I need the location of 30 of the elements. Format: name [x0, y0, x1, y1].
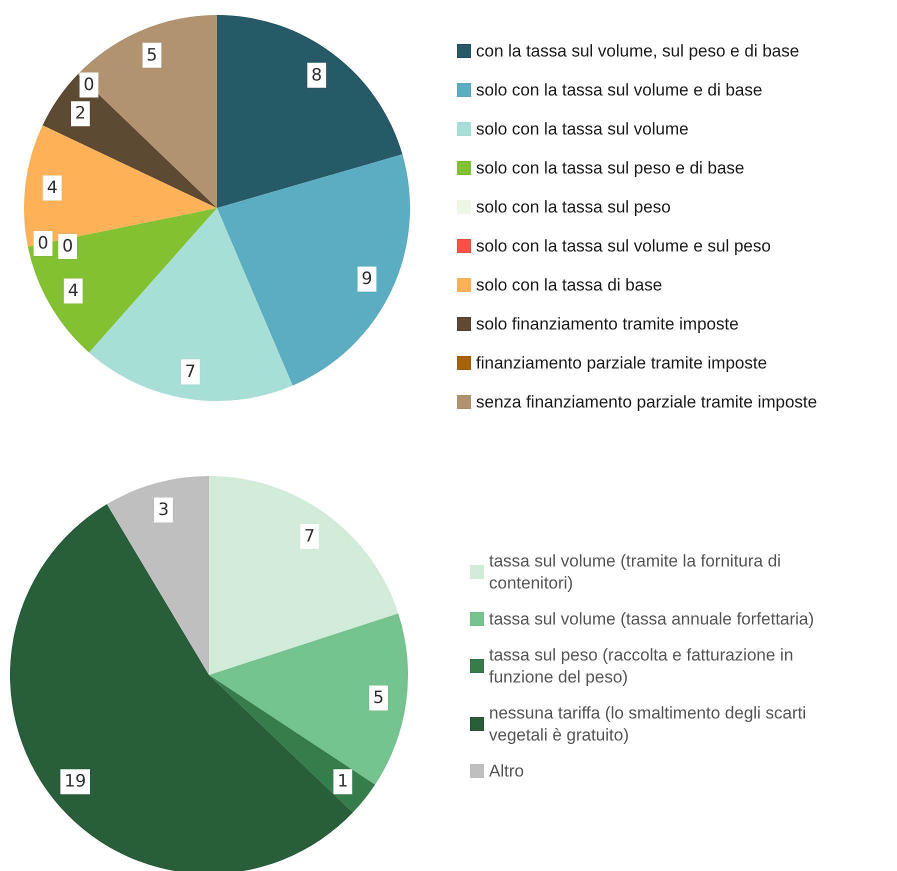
legend-label: tassa sul volume (tassa annuale forfettaria)	[489, 610, 814, 628]
legend-label: con la tassa sul volume, sul peso e di base	[476, 42, 800, 60]
legend-label: solo con la tassa sul peso e di base	[476, 158, 744, 178]
data-label: 3	[158, 500, 169, 520]
text: 0	[84, 75, 94, 95]
legend-label: senza finanziamento parziale tramite imposte	[476, 392, 818, 412]
legend-label: finanziamento parziale tramite imposte	[476, 354, 768, 372]
data-label: 19	[64, 772, 86, 792]
legend-label: solo con la tassa di base	[476, 276, 662, 294]
data-label: 1	[337, 772, 348, 792]
data-label: 4	[68, 280, 79, 301]
legend-label: solo con la tassa sul volume	[476, 120, 689, 138]
data-label: 9	[362, 269, 372, 290]
legend-label: tassa sul volume (tramite la fornitura di contenitori)	[489, 552, 786, 592]
text: 0	[62, 236, 74, 256]
data-label: 5	[373, 688, 384, 708]
data-label: 8	[311, 65, 322, 86]
data-label: 7	[184, 362, 196, 382]
legend-label: nessuna tariffa (lo smaltimento degli scarti vegetali è gratuito)	[489, 704, 811, 744]
data-label: 4	[46, 178, 58, 198]
data-label: 7	[304, 526, 316, 547]
data-label: 5	[146, 45, 158, 66]
legend-label: tassa sul peso (raccolta e fatturazione in funzione del peso)	[489, 646, 798, 686]
legend-label: solo con la tassa sul volume e sul peso	[476, 236, 771, 256]
text: 0	[38, 234, 48, 254]
legend-label: solo finanziamento tramite imposte	[476, 314, 739, 334]
legend-label: solo con la tassa sul volume e di base	[476, 80, 762, 100]
legend-label: solo con la tassa sul peso	[476, 198, 671, 216]
legend-label: Altro	[489, 762, 524, 780]
data-label: 2	[74, 104, 86, 124]
